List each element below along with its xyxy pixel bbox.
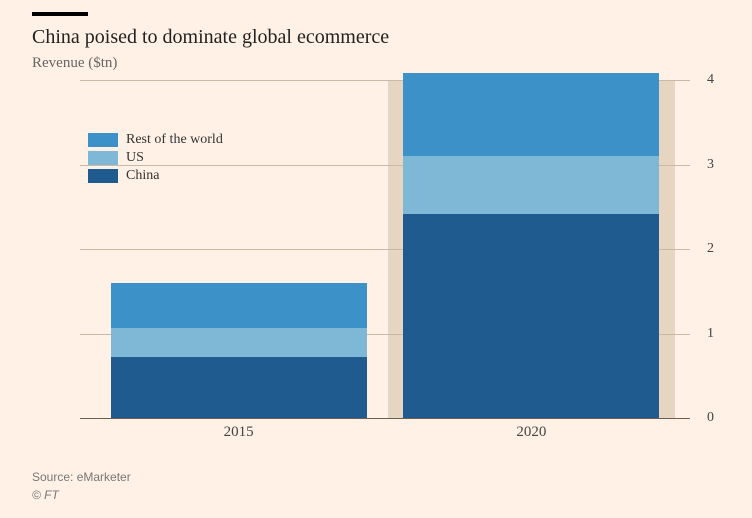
chart-area: Forecast0123420152020 [80,80,690,418]
y-axis-label: 0 [707,410,714,426]
x-axis-label: 2015 [111,424,367,441]
plot-area: Forecast0123420152020 [80,80,690,418]
x-axis-label: 2020 [403,424,659,441]
y-axis-label: 3 [707,157,714,173]
legend-label: China [126,168,159,184]
legend-item: US [88,150,223,166]
bar-segment [111,328,367,358]
legend: Rest of the world US China [88,132,223,186]
title-rule [32,12,88,16]
legend-item: China [88,168,223,184]
chart-title: China poised to dominate global ecommerc… [32,26,720,49]
legend-item: Rest of the world [88,132,223,148]
copyright-line: © FT [32,486,131,504]
bar-segment [403,214,659,418]
legend-label: US [126,150,144,166]
legend-swatch [88,169,118,183]
y-axis-label: 2 [707,241,714,257]
bar-segment [111,357,367,418]
bar-group: 2020 [403,73,659,418]
bar-group: 2015 [111,283,367,418]
bar-segment [403,156,659,213]
source-line: Source: eMarketer [32,468,131,486]
gridline [80,418,690,419]
chart-subtitle: Revenue ($tn) [32,55,720,72]
y-axis-label: 1 [707,326,714,342]
legend-label: Rest of the world [126,132,223,148]
legend-swatch [88,133,118,147]
y-axis-label: 4 [707,72,714,88]
bar-segment [111,283,367,328]
chart-footer: Source: eMarketer © FT [32,468,131,504]
bar-segment [403,73,659,156]
legend-swatch [88,151,118,165]
